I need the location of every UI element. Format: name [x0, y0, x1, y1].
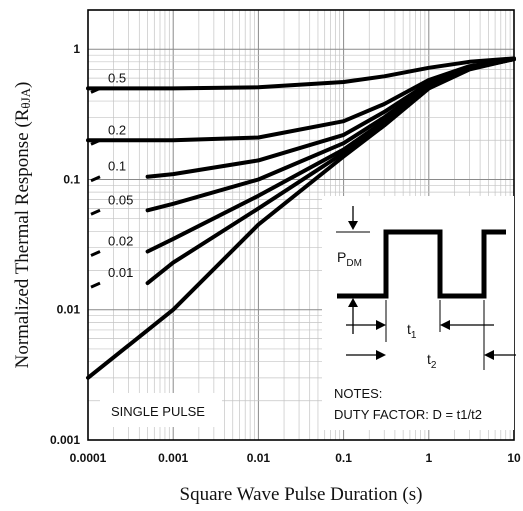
pulse-waveform — [337, 229, 506, 299]
notes-title: NOTES: — [334, 386, 382, 401]
x-tick-label: 1 — [425, 451, 432, 465]
x-tick-label: 0.0001 — [70, 451, 107, 465]
t2-arrow-left-head — [376, 350, 386, 360]
y-tick-label: 0.01 — [57, 303, 81, 317]
x-tick-label: 0.01 — [247, 451, 271, 465]
series-lines — [86, 56, 516, 380]
y-tick-label: 0.001 — [50, 433, 80, 447]
single-pulse-box: SINGLE PULSE — [100, 393, 222, 427]
duty-label-leader — [90, 138, 101, 146]
y-axis-title: Normalized Thermal Response (RθJA) — [12, 82, 33, 369]
single-pulse-label: SINGLE PULSE — [111, 404, 205, 419]
inset-diagram: PDM t1 t2 NOTES: DUTY FACTOR: D = t1/t2 — [322, 196, 516, 430]
t1-arrow-right-head — [440, 320, 450, 330]
t1-label: t1 — [407, 321, 417, 341]
pdm-arrow-bottom-head — [348, 298, 358, 307]
series-line-0-2 — [86, 57, 516, 143]
x-tick-label: 10 — [507, 451, 521, 465]
y-tick-labels: 0.001 0.01 0.1 1 — [50, 42, 80, 447]
x-tick-label: 0.1 — [335, 451, 352, 465]
t1-arrow-left-head — [376, 320, 386, 330]
series-line-0-5 — [86, 56, 516, 91]
series-line-single-pulse — [86, 57, 516, 380]
y-tick-label: 1 — [73, 42, 80, 56]
duty-label: 0.05 — [108, 192, 133, 207]
duty-label-leader — [90, 175, 101, 183]
y-tick-label: 0.1 — [63, 172, 80, 186]
duty-label: 0.1 — [108, 159, 126, 174]
duty-label: 0.01 — [108, 265, 133, 280]
duty-label: 0.5 — [108, 70, 126, 85]
x-tick-label: 0.001 — [158, 451, 188, 465]
t2-label: t2 — [427, 351, 437, 371]
t2-arrow-right-head — [484, 350, 494, 360]
duty-label-leader — [90, 87, 101, 94]
x-tick-labels: 0.0001 0.001 0.01 0.1 1 10 — [70, 451, 521, 465]
notes-duty-factor: DUTY FACTOR: D = t1/t2 — [334, 407, 482, 422]
duty-label-leader — [90, 208, 101, 216]
pdm-label: PDM — [337, 249, 362, 269]
duty-label: 0.02 — [108, 233, 133, 248]
duty-cycle-labels: 0.5 0.2 0.1 0.05 0.02 0.01 — [90, 70, 133, 289]
x-axis-title: Square Wave Pulse Duration (s) — [180, 484, 423, 505]
duty-label: 0.2 — [108, 122, 126, 137]
duty-label-leader — [90, 250, 101, 257]
duty-label-leader — [90, 281, 101, 289]
pdm-arrow-head — [348, 221, 358, 230]
